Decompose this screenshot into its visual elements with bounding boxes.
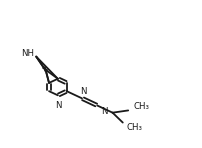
Text: N: N [56, 101, 62, 110]
Text: N: N [80, 87, 86, 95]
Text: N: N [101, 107, 108, 116]
Text: CH₃: CH₃ [133, 102, 149, 111]
Text: CH₃: CH₃ [127, 123, 143, 132]
Text: NH: NH [21, 49, 34, 58]
